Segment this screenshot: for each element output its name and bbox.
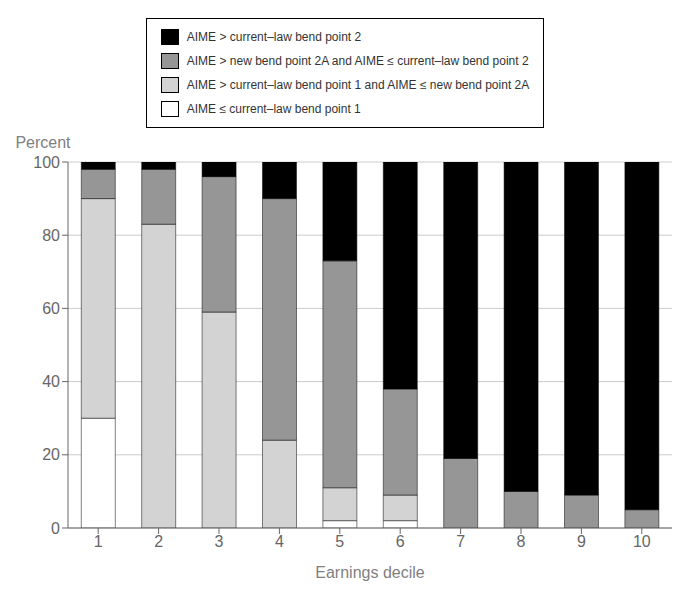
svg-text:10: 10	[633, 533, 651, 550]
svg-text:60: 60	[42, 300, 60, 317]
svg-text:9: 9	[577, 533, 586, 550]
svg-text:40: 40	[42, 373, 60, 390]
svg-text:3: 3	[215, 533, 224, 550]
svg-text:0: 0	[51, 520, 60, 537]
svg-text:2: 2	[154, 533, 163, 550]
svg-text:20: 20	[42, 446, 60, 463]
svg-text:4: 4	[275, 533, 284, 550]
html-text:AIME > current–law bend point: AIME > current–law bend point 2	[186, 30, 362, 44]
svg-text:8: 8	[517, 533, 526, 550]
svg-text:Earnings decile: Earnings decile	[315, 564, 425, 581]
svg-text:80: 80	[42, 227, 60, 244]
svg-text:5: 5	[335, 533, 344, 550]
svg-text:6: 6	[396, 533, 405, 550]
html-text:AIME > new bend point 2A and A: AIME > new bend point 2A and AIME ≤ curr…	[186, 54, 529, 68]
svg-text:1: 1	[94, 533, 103, 550]
svg-text:7: 7	[456, 533, 465, 550]
svg-text:100: 100	[33, 154, 60, 171]
svg-text:Percent: Percent	[15, 134, 71, 151]
html-text:AIME ≤ current–law bend point: AIME ≤ current–law bend point 1	[186, 102, 361, 116]
html-text:AIME > current–law bend point: AIME > current–law bend point 1 and AIME…	[186, 78, 530, 92]
